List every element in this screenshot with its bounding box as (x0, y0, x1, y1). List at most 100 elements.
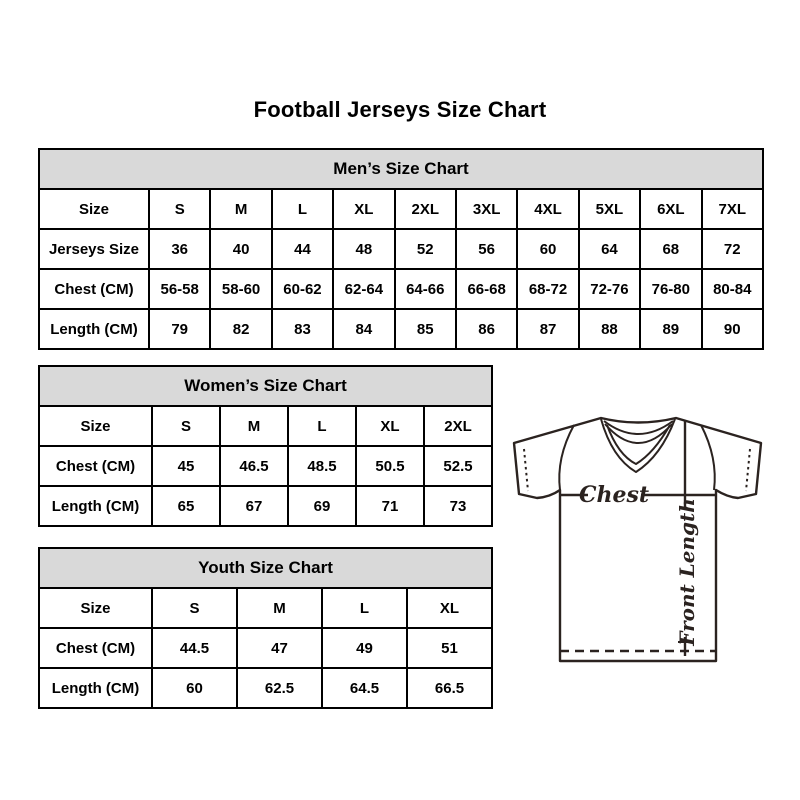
table-cell: 76-80 (639, 268, 703, 310)
mens-size-table: Men’s Size Chart Size S M L XL 2XL 3XL 4… (38, 148, 765, 350)
table-cell: 44.5 (151, 627, 238, 669)
table-cell: 80-84 (700, 268, 765, 310)
table-cell: 87 (516, 308, 580, 350)
table-cell: 46.5 (219, 445, 289, 487)
table-cell: 6XL (639, 188, 703, 230)
womens-size-table: Women’s Size Chart Size S M L XL 2XL Che… (38, 365, 493, 527)
table-cell: 60-62 (270, 268, 335, 310)
table-cell: 79 (147, 308, 212, 350)
table-cell: XL (332, 188, 396, 230)
table-cell: 84 (332, 308, 396, 350)
youth-table-header-row: Youth Size Chart (38, 547, 493, 589)
youth-table-title: Youth Size Chart (38, 547, 493, 589)
table-cell: 64.5 (321, 667, 408, 709)
mens-table-header-row: Men’s Size Chart (38, 148, 764, 190)
row-label: Length (CM) (38, 308, 150, 350)
table-cell: 56 (454, 228, 519, 270)
table-cell: 72-76 (577, 268, 642, 310)
row-label: Chest (CM) (38, 268, 150, 310)
row-label: Chest (CM) (38, 445, 153, 487)
jersey-outline (512, 416, 763, 663)
table-row: Length (CM) 60 62.5 64.5 66.5 (38, 667, 493, 709)
table-cell: 44 (270, 228, 335, 270)
table-cell: 71 (355, 485, 425, 527)
table-row: Size S M L XL 2XL 3XL 4XL 5XL 6XL 7XL (38, 188, 765, 230)
armhole-seam-right (700, 424, 716, 491)
table-cell: 65 (151, 485, 221, 527)
table-cell: 82 (209, 308, 273, 350)
table-cell: 2XL (393, 188, 457, 230)
table-cell: 52 (393, 228, 457, 270)
table-cell: 5XL (577, 188, 642, 230)
table-cell: 68 (639, 228, 703, 270)
row-label: Size (38, 188, 150, 230)
table-cell: S (147, 188, 212, 230)
mens-table-title: Men’s Size Chart (38, 148, 764, 190)
table-cell: 89 (639, 308, 703, 350)
table-cell: 52.5 (423, 445, 493, 487)
table-cell: 36 (147, 228, 212, 270)
table-cell: 69 (287, 485, 357, 527)
collar-inner-curve (604, 423, 673, 444)
collar-back-curve (603, 420, 674, 435)
table-row: Jerseys Size 36 40 44 48 52 56 60 64 68 … (38, 228, 765, 270)
youth-size-table: Youth Size Chart Size S M L XL Chest (CM… (38, 547, 493, 709)
table-cell: XL (406, 587, 493, 629)
row-label: Chest (CM) (38, 627, 153, 669)
table-cell: 58-60 (209, 268, 273, 310)
womens-table-title: Women’s Size Chart (38, 365, 493, 407)
table-cell: 72 (700, 228, 765, 270)
table-cell: XL (355, 405, 425, 447)
table-cell: 4XL (516, 188, 580, 230)
table-cell: S (151, 587, 238, 629)
table-cell: 49 (321, 627, 408, 669)
table-cell: 86 (454, 308, 519, 350)
table-cell: 47 (236, 627, 323, 669)
table-cell: 40 (209, 228, 273, 270)
table-cell: 68-72 (516, 268, 580, 310)
armhole-seam-left (558, 424, 575, 491)
vneck-inner-line (606, 424, 671, 465)
table-cell: 64-66 (393, 268, 457, 310)
table-row: Chest (CM) 56-58 58-60 60-62 62-64 64-66… (38, 268, 765, 310)
table-cell: 62.5 (236, 667, 323, 709)
table-row: Length (CM) 65 67 69 71 73 (38, 485, 493, 527)
table-cell: M (209, 188, 273, 230)
table-cell: 3XL (454, 188, 519, 230)
table-cell: 56-58 (147, 268, 212, 310)
table-cell: 62-64 (332, 268, 396, 310)
row-label: Length (CM) (38, 667, 153, 709)
table-cell: 51 (406, 627, 493, 669)
table-cell: 60 (151, 667, 238, 709)
table-row: Size S M L XL (38, 587, 493, 629)
table-cell: L (270, 188, 335, 230)
row-label: Length (CM) (38, 485, 153, 527)
row-label: Size (38, 587, 153, 629)
table-cell: 88 (577, 308, 642, 350)
table-cell: M (219, 405, 289, 447)
table-cell: 67 (219, 485, 289, 527)
table-cell: 45 (151, 445, 221, 487)
table-row: Size S M L XL 2XL (38, 405, 493, 447)
table-cell: 48.5 (287, 445, 357, 487)
table-cell: L (321, 587, 408, 629)
table-cell: 85 (393, 308, 457, 350)
vneck-outer-line (600, 418, 676, 473)
table-row: Chest (CM) 44.5 47 49 51 (38, 627, 493, 669)
womens-table-header-row: Women’s Size Chart (38, 365, 493, 407)
table-cell: 60 (516, 228, 580, 270)
table-cell: S (151, 405, 221, 447)
row-label: Size (38, 405, 153, 447)
page-title: Football Jerseys Size Chart (253, 97, 547, 122)
table-cell: 90 (700, 308, 765, 350)
table-cell: 48 (332, 228, 396, 270)
table-cell: 83 (270, 308, 335, 350)
table-cell: 66.5 (406, 667, 493, 709)
table-row: Chest (CM) 45 46.5 48.5 50.5 52.5 (38, 445, 493, 487)
table-cell: 66-68 (454, 268, 519, 310)
table-row: Length (CM) 79 82 83 84 85 86 87 88 89 9… (38, 308, 765, 350)
table-cell: L (287, 405, 357, 447)
table-cell: 7XL (700, 188, 765, 230)
table-cell: 2XL (423, 405, 493, 447)
